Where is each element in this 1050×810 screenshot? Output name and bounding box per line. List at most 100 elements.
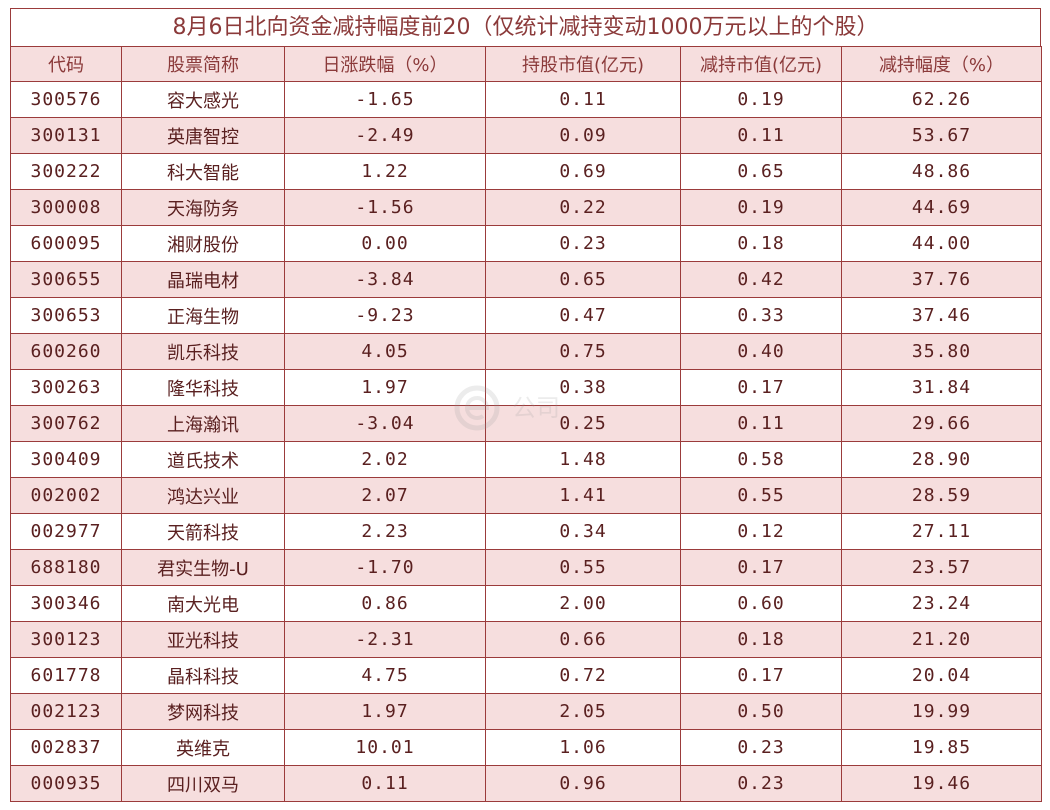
table-row: 300131 英唐智控 -2.49 0.09 0.11 53.67 [10,117,1042,154]
cell-name: 道氏技术 [121,441,285,478]
table-row: 300409 道氏技术 2.02 1.48 0.58 28.90 [10,441,1042,478]
cell-code: 300653 [10,297,122,334]
cell-holding-value: 0.09 [485,117,681,154]
table-row: 300123 亚光科技 -2.31 0.66 0.18 21.20 [10,621,1042,658]
cell-reduction-ratio: 28.90 [841,441,1042,478]
cell-name: 凯乐科技 [121,333,285,370]
cell-reduction-ratio: 37.46 [841,297,1042,334]
cell-name: 亚光科技 [121,621,285,658]
cell-reduction-ratio: 27.11 [841,513,1042,550]
cell-name: 君实生物-U [121,549,285,586]
table-row: 300655 晶瑞电材 -3.84 0.65 0.42 37.76 [10,261,1042,298]
cell-code: 002123 [10,693,122,730]
cell-code: 300655 [10,261,122,298]
cell-daily-change: 2.23 [284,513,486,550]
cell-daily-change: -3.04 [284,405,486,442]
table-row: 002123 梦网科技 1.97 2.05 0.50 19.99 [10,693,1042,730]
cell-reduction-value: 0.65 [680,153,842,190]
cell-code: 300409 [10,441,122,478]
cell-reduction-value: 0.19 [680,81,842,118]
cell-reduction-value: 0.33 [680,297,842,334]
table-title: 8月6日北向资金减持幅度前20（仅统计减持变动1000万元以上的个股） [10,8,1041,46]
cell-holding-value: 1.48 [485,441,681,478]
cell-reduction-ratio: 44.00 [841,225,1042,262]
cell-name: 上海瀚讯 [121,405,285,442]
cell-holding-value: 0.75 [485,333,681,370]
cell-daily-change: -2.49 [284,117,486,154]
cell-reduction-value: 0.17 [680,549,842,586]
table-row: 688180 君实生物-U -1.70 0.55 0.17 23.57 [10,549,1042,586]
cell-holding-value: 0.23 [485,225,681,262]
cell-daily-change: 0.86 [284,585,486,622]
cell-name: 天箭科技 [121,513,285,550]
table-row: 300653 正海生物 -9.23 0.47 0.33 37.46 [10,297,1042,334]
cell-code: 002977 [10,513,122,550]
cell-holding-value: 0.25 [485,405,681,442]
cell-reduction-value: 0.17 [680,657,842,694]
cell-reduction-ratio: 23.24 [841,585,1042,622]
cell-reduction-ratio: 21.20 [841,621,1042,658]
cell-reduction-value: 0.19 [680,189,842,226]
cell-daily-change: -3.84 [284,261,486,298]
cell-name: 英唐智控 [121,117,285,154]
cell-reduction-value: 0.11 [680,405,842,442]
cell-code: 300008 [10,189,122,226]
cell-holding-value: 1.41 [485,477,681,514]
cell-name: 晶科科技 [121,657,285,694]
header-row: 代码 股票简称 日涨跌幅（%） 持股市值(亿元) 减持市值(亿元) 减持幅度（%… [10,46,1042,82]
header-reduction-value: 减持市值(亿元) [680,46,842,82]
cell-name: 鸿达兴业 [121,477,285,514]
cell-code: 000935 [10,765,122,802]
cell-reduction-ratio: 53.67 [841,117,1042,154]
cell-reduction-value: 0.50 [680,693,842,730]
cell-daily-change: -1.56 [284,189,486,226]
cell-daily-change: 4.75 [284,657,486,694]
cell-name: 晶瑞电材 [121,261,285,298]
table-row: 600095 湘财股份 0.00 0.23 0.18 44.00 [10,225,1042,262]
cell-reduction-value: 0.18 [680,621,842,658]
cell-code: 002002 [10,477,122,514]
cell-holding-value: 0.22 [485,189,681,226]
cell-holding-value: 0.34 [485,513,681,550]
cell-holding-value: 0.55 [485,549,681,586]
cell-reduction-ratio: 19.46 [841,765,1042,802]
cell-reduction-ratio: 23.57 [841,549,1042,586]
cell-reduction-value: 0.12 [680,513,842,550]
cell-code: 688180 [10,549,122,586]
table-body: 300576 容大感光 -1.65 0.11 0.19 62.26 300131 英唐智控 -2… [10,81,1042,802]
cell-holding-value: 0.38 [485,369,681,406]
cell-reduction-ratio: 37.76 [841,261,1042,298]
cell-reduction-value: 0.55 [680,477,842,514]
cell-holding-value: 1.06 [485,729,681,766]
cell-code: 300123 [10,621,122,658]
cell-name: 梦网科技 [121,693,285,730]
cell-name: 容大感光 [121,81,285,118]
cell-reduction-ratio: 19.85 [841,729,1042,766]
cell-code: 300222 [10,153,122,190]
cell-code: 300762 [10,405,122,442]
cell-reduction-value: 0.60 [680,585,842,622]
table-row: 002977 天箭科技 2.23 0.34 0.12 27.11 [10,513,1042,550]
cell-daily-change: -1.65 [284,81,486,118]
cell-code: 601778 [10,657,122,694]
cell-name: 天海防务 [121,189,285,226]
cell-name: 隆华科技 [121,369,285,406]
cell-name: 正海生物 [121,297,285,334]
cell-holding-value: 2.05 [485,693,681,730]
cell-reduction-ratio: 20.04 [841,657,1042,694]
table-row: 000935 四川双马 0.11 0.96 0.23 19.46 [10,765,1042,802]
table-row: 600260 凯乐科技 4.05 0.75 0.40 35.80 [10,333,1042,370]
cell-daily-change: 0.11 [284,765,486,802]
cell-reduction-value: 0.11 [680,117,842,154]
cell-daily-change: 2.02 [284,441,486,478]
cell-daily-change: -9.23 [284,297,486,334]
header-name: 股票简称 [121,46,285,82]
cell-code: 300576 [10,81,122,118]
cell-holding-value: 0.72 [485,657,681,694]
cell-daily-change: 0.00 [284,225,486,262]
cell-holding-value: 0.66 [485,621,681,658]
cell-daily-change: 2.07 [284,477,486,514]
table-container: 8月6日北向资金减持幅度前20（仅统计减持变动1000万元以上的个股） 代码 股… [10,8,1042,802]
cell-code: 600095 [10,225,122,262]
cell-reduction-value: 0.18 [680,225,842,262]
